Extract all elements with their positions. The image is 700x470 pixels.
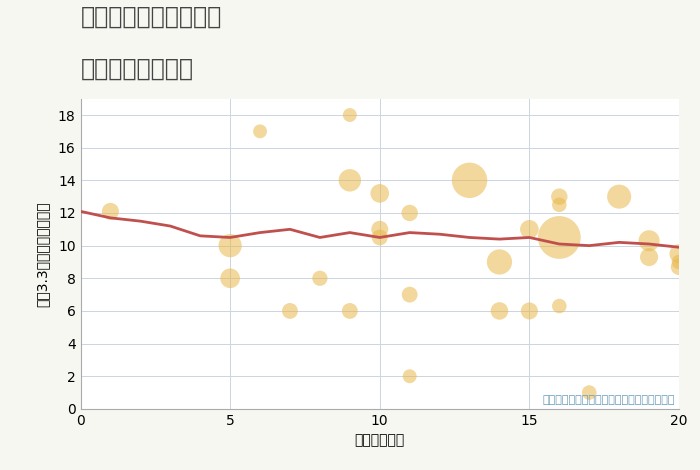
Y-axis label: 坪（3.3㎡）単価（万円）: 坪（3.3㎡）単価（万円） <box>36 201 50 306</box>
Point <box>494 258 505 266</box>
Point <box>554 302 565 310</box>
Point <box>255 127 266 135</box>
Point <box>284 307 295 315</box>
Point <box>344 307 356 315</box>
Point <box>524 307 535 315</box>
Point <box>673 258 685 266</box>
Text: 福岡県宗像市冨地原の: 福岡県宗像市冨地原の <box>80 5 222 29</box>
Point <box>554 234 565 241</box>
Point <box>524 226 535 233</box>
Point <box>105 208 116 215</box>
Point <box>613 193 624 200</box>
Point <box>494 307 505 315</box>
Point <box>344 111 356 119</box>
Point <box>643 237 655 244</box>
Point <box>404 373 415 380</box>
Point <box>673 263 685 271</box>
Point <box>404 209 415 217</box>
Point <box>344 177 356 184</box>
Point <box>673 250 685 258</box>
X-axis label: 駅距離（分）: 駅距離（分） <box>355 433 405 447</box>
Point <box>225 274 236 282</box>
Point <box>374 226 385 233</box>
Point <box>225 242 236 250</box>
Text: 駅距離別土地価格: 駅距離別土地価格 <box>80 56 193 80</box>
Point <box>584 389 595 396</box>
Point <box>374 189 385 197</box>
Text: 円の大きさは、取引のあった物件面積を示す: 円の大きさは、取引のあった物件面積を示す <box>542 395 675 405</box>
Point <box>404 291 415 298</box>
Point <box>314 274 326 282</box>
Point <box>464 177 475 184</box>
Point <box>554 193 565 200</box>
Point <box>554 201 565 209</box>
Point <box>643 253 655 261</box>
Point <box>374 234 385 241</box>
